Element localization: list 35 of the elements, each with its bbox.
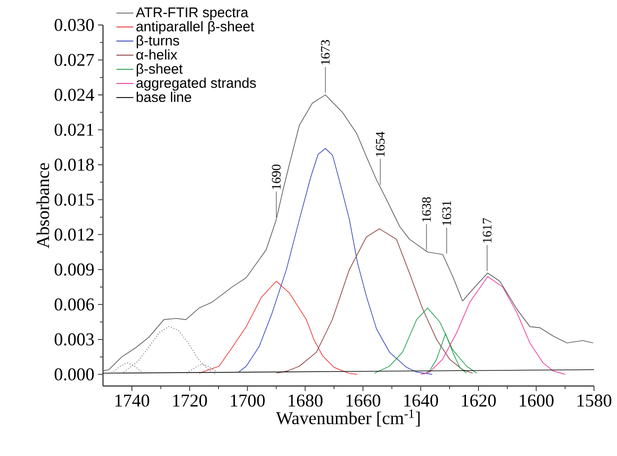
legend-label: β-sheet (136, 64, 183, 77)
y-tick-label: 0.006 (54, 298, 94, 311)
x-tick-label: 1680 (288, 394, 322, 407)
legend-label: antiparallel β-sheet (136, 21, 254, 34)
legend-label: base line (136, 92, 192, 102)
y-tick-label: 0.009 (54, 263, 94, 276)
x-tick-label: 1620 (462, 394, 496, 407)
x-tick-label: 1700 (230, 394, 265, 407)
annotation: 1690 (272, 164, 281, 189)
y-tick-label: 0.018 (54, 158, 94, 171)
x-tick-label: 1640 (404, 394, 438, 407)
y-tick-label: 0.012 (54, 228, 94, 241)
annotation: 1638 (422, 197, 431, 222)
y-tick-label: 0.030 (54, 18, 94, 32)
y-tick-label: 0.003 (54, 333, 94, 346)
y-tick-label: 0.000 (54, 368, 94, 380)
x-tick-label: 1740 (115, 394, 150, 407)
y-tick-label: 0.024 (54, 88, 94, 101)
x-tick-label: 1720 (173, 394, 207, 407)
x-tick-label: 1580 (578, 394, 612, 407)
annotation: 1654 (376, 132, 385, 156)
y-tick-label: 0.021 (54, 124, 94, 136)
x-tick-label: 1600 (520, 394, 554, 407)
x-axis-title: Wavenumber [cm$^{-1}$] (276, 410, 420, 426)
y-tick-label: 0.027 (54, 54, 94, 66)
legend-label: β-turns (136, 35, 180, 48)
legend-label: aggregated strands (136, 78, 256, 91)
annotation: 1631 (442, 201, 452, 226)
legend-label: α-helix (136, 49, 178, 60)
y-axis-title: Absorbance (36, 163, 50, 248)
x-tick-label: 1660 (346, 394, 380, 407)
annotation: 1617 (482, 218, 492, 243)
annotation: 1673 (321, 40, 330, 64)
legend-label: ATR-FTIR spectra (136, 8, 248, 20)
y-tick-label: 0.015 (54, 194, 94, 206)
